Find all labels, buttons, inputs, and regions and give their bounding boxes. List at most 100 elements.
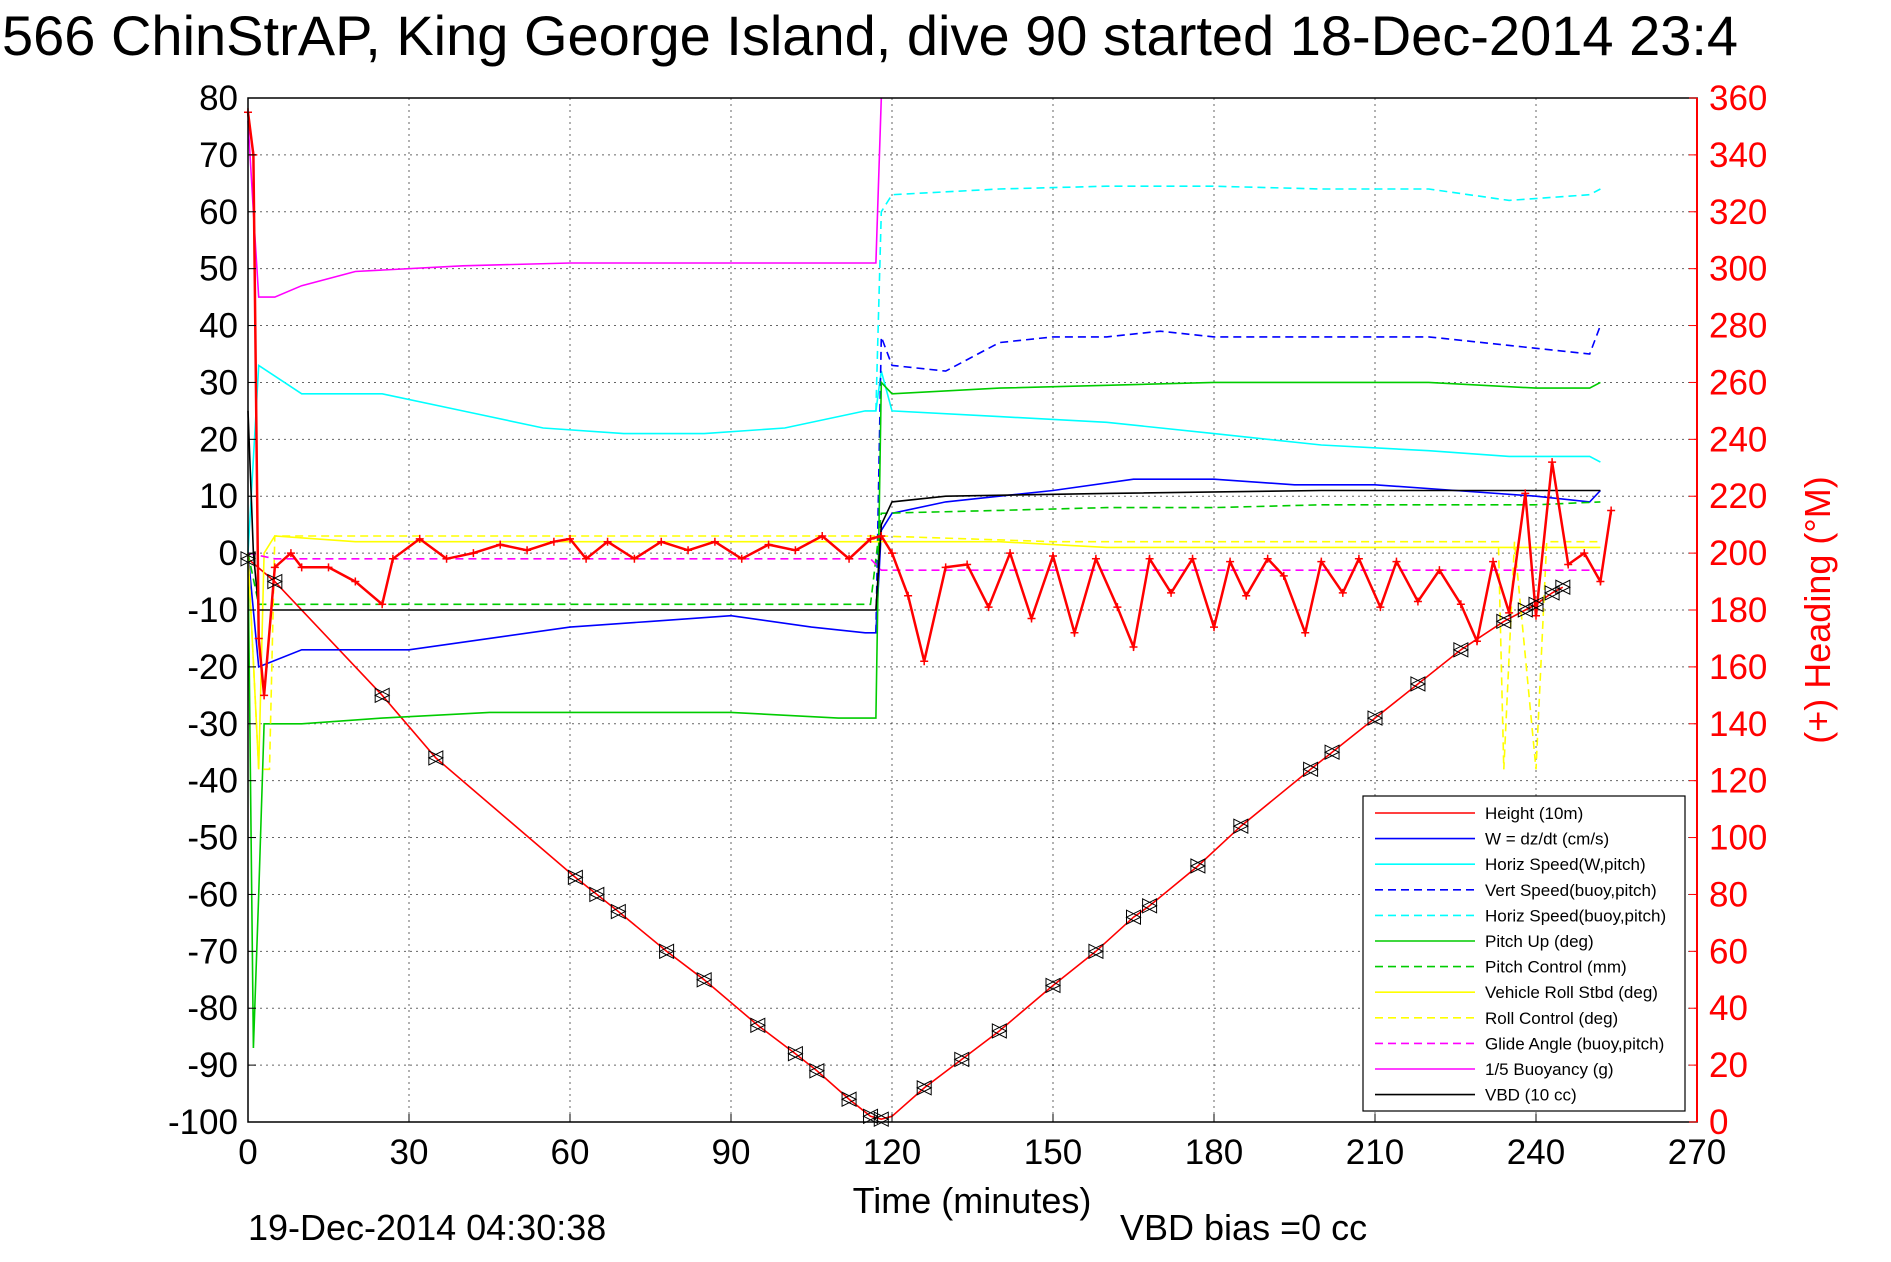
heading-marker xyxy=(1489,557,1498,566)
heading-marker xyxy=(1167,588,1176,597)
depth-marker xyxy=(991,1023,1008,1039)
depth-marker xyxy=(1366,710,1384,726)
heading-marker xyxy=(1607,506,1616,515)
heading-marker xyxy=(684,546,693,555)
series-line-6 xyxy=(247,501,1601,606)
timestamp-footer: 19-Dec-2014 04:30:38 xyxy=(248,1207,606,1248)
heading-marker xyxy=(1226,557,1235,566)
right-y-tick-label: 220 xyxy=(1709,477,1767,516)
x-tick-label: 120 xyxy=(863,1133,921,1172)
y-tick-label: 50 xyxy=(199,250,238,289)
depth-marker xyxy=(1302,761,1319,778)
heading-marker xyxy=(566,534,574,543)
heading-marker xyxy=(866,534,875,543)
heading-marker xyxy=(582,554,591,563)
heading-marker xyxy=(657,537,666,546)
heading-marker xyxy=(469,549,478,558)
depth-marker xyxy=(1087,943,1105,960)
depth-marker xyxy=(374,687,391,704)
right-y-tick-label: 200 xyxy=(1709,534,1767,573)
depth-marker xyxy=(1452,642,1469,658)
heading-marker xyxy=(630,554,639,563)
legend-entry-4: Horiz Speed(buoy,pitch) xyxy=(1485,906,1666,925)
heading-marker xyxy=(260,691,269,700)
y-tick-label: 10 xyxy=(199,477,238,516)
right-y-tick-label: 240 xyxy=(1709,420,1767,459)
x-tick-label: 150 xyxy=(1024,1133,1082,1172)
right-y-tick-label: 340 xyxy=(1709,136,1767,175)
y-tick-label: -50 xyxy=(187,819,238,858)
heading-marker xyxy=(1113,603,1122,612)
depth-marker xyxy=(916,1080,933,1096)
depth-marker xyxy=(1044,977,1062,994)
heading-marker xyxy=(1472,637,1481,646)
legend-entry-9: Glide Angle (buoy,pitch) xyxy=(1485,1034,1664,1053)
heading-marker xyxy=(1129,642,1138,651)
depth-marker xyxy=(1554,579,1571,596)
heading-marker xyxy=(904,591,913,600)
heading-marker xyxy=(297,563,306,572)
y-tick-label: 80 xyxy=(199,79,238,118)
heading-marker xyxy=(963,560,972,569)
heading-marker xyxy=(1435,566,1444,575)
series-line-1 xyxy=(247,478,1601,669)
heading-marker xyxy=(254,634,263,643)
x-tick-label: 0 xyxy=(238,1133,257,1172)
y-tick-label: -90 xyxy=(187,1046,238,1085)
series-line-5 xyxy=(247,380,1601,1049)
depth-marker xyxy=(427,750,444,766)
heading-marker xyxy=(1354,554,1363,563)
series-line-11 xyxy=(247,410,1601,611)
y-tick-label: -70 xyxy=(187,932,238,971)
x-tick-label: 60 xyxy=(551,1133,590,1172)
heading-marker xyxy=(1188,554,1197,563)
heading-marker xyxy=(710,537,719,546)
right-y-tick-label: 100 xyxy=(1709,819,1767,858)
heading-marker xyxy=(1413,597,1422,606)
vbd-bias-footer: VBD bias =0 cc xyxy=(1120,1207,1367,1248)
right-y-axis-label: (+) Heading (°M) xyxy=(1797,476,1838,743)
x-tick-label: 180 xyxy=(1185,1133,1243,1172)
legend-entry-10: 1/5 Buoyancy (g) xyxy=(1485,1060,1614,1079)
heading-marker xyxy=(523,546,532,555)
tick-labels: 0 30 60 90 120 150 180 210 240 270 80 70 60 50 40 30 20 1… xyxy=(168,79,1767,1172)
depth-marker xyxy=(1141,898,1158,914)
heading-marker xyxy=(286,549,295,558)
heading-marker xyxy=(818,532,827,541)
y-tick-label: 30 xyxy=(199,363,238,402)
heading-marker xyxy=(1338,588,1347,597)
heading-marker xyxy=(1210,623,1218,632)
depth-marker xyxy=(1495,613,1512,630)
depth-marker xyxy=(862,1108,879,1125)
depth-marker xyxy=(696,971,713,988)
legend-entry-7: Vehicle Roll Stbd (deg) xyxy=(1485,983,1658,1002)
right-y-tick-label: 140 xyxy=(1709,705,1767,744)
heading-marker xyxy=(324,563,333,572)
heading-marker xyxy=(1376,603,1385,612)
x-tick-label: 240 xyxy=(1507,1133,1565,1172)
y-tick-label: -60 xyxy=(187,875,238,914)
heading-marker xyxy=(1301,628,1310,637)
depth-marker xyxy=(1125,909,1142,926)
y-tick-label: -30 xyxy=(187,705,238,744)
y-tick-label: 0 xyxy=(219,534,238,573)
y-tick-label: -10 xyxy=(187,591,238,630)
legend-box xyxy=(1362,795,1686,1112)
right-y-tick-label: 160 xyxy=(1709,648,1767,687)
y-tick-label: 60 xyxy=(199,193,238,232)
legend-entry-0: Height (10m) xyxy=(1485,804,1583,823)
right-y-tick-label: 60 xyxy=(1709,932,1748,971)
right-y-tick-label: 40 xyxy=(1709,989,1748,1028)
y-tick-label: -40 xyxy=(187,762,238,801)
depth-marker xyxy=(610,903,627,920)
heading-marker xyxy=(1456,600,1465,609)
legend: Height (10m) W = dz/dt (cm/s) Horiz Speed(… xyxy=(1362,795,1686,1112)
series-line-3 xyxy=(875,325,1602,633)
heading-marker xyxy=(496,540,505,549)
heading-marker xyxy=(549,537,558,546)
y-tick-label: -80 xyxy=(187,989,238,1028)
heading-marker xyxy=(1564,560,1573,569)
x-tick-label: 210 xyxy=(1346,1133,1404,1172)
series-line-10 xyxy=(247,97,883,298)
